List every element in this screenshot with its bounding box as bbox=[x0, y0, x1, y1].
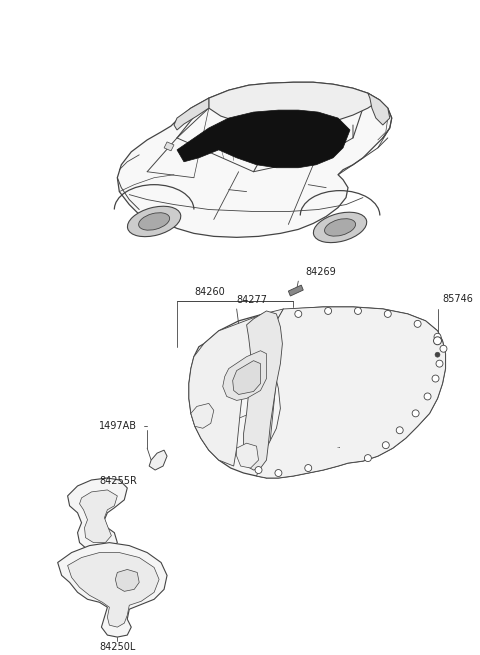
Polygon shape bbox=[191, 403, 214, 428]
Circle shape bbox=[434, 333, 441, 340]
Polygon shape bbox=[58, 542, 167, 637]
Text: 85746: 85746 bbox=[443, 294, 473, 304]
Circle shape bbox=[354, 307, 361, 314]
Text: 84260: 84260 bbox=[194, 287, 225, 297]
Text: 84269: 84269 bbox=[305, 267, 336, 277]
Polygon shape bbox=[223, 350, 266, 400]
Polygon shape bbox=[68, 478, 127, 553]
Polygon shape bbox=[368, 93, 390, 125]
Circle shape bbox=[305, 464, 312, 472]
Ellipse shape bbox=[128, 206, 181, 236]
Circle shape bbox=[324, 307, 332, 314]
Text: ..: .. bbox=[336, 443, 340, 449]
Text: 1497AB: 1497AB bbox=[99, 421, 137, 431]
Polygon shape bbox=[209, 83, 380, 127]
Polygon shape bbox=[149, 450, 167, 470]
Polygon shape bbox=[174, 98, 209, 130]
Text: 84250L: 84250L bbox=[99, 642, 135, 652]
Circle shape bbox=[436, 360, 443, 367]
Circle shape bbox=[255, 466, 262, 474]
Polygon shape bbox=[288, 285, 303, 296]
Circle shape bbox=[432, 375, 439, 382]
Circle shape bbox=[295, 310, 302, 318]
Polygon shape bbox=[256, 307, 445, 478]
Circle shape bbox=[440, 345, 447, 352]
Circle shape bbox=[396, 427, 403, 434]
Polygon shape bbox=[68, 553, 159, 627]
Polygon shape bbox=[164, 142, 174, 151]
Ellipse shape bbox=[324, 219, 356, 236]
Circle shape bbox=[384, 310, 391, 318]
Text: 84255R: 84255R bbox=[99, 476, 137, 486]
Text: 84277: 84277 bbox=[237, 295, 268, 305]
Polygon shape bbox=[233, 361, 261, 394]
Polygon shape bbox=[237, 443, 259, 468]
Circle shape bbox=[275, 470, 282, 476]
Circle shape bbox=[364, 455, 372, 462]
Circle shape bbox=[414, 320, 421, 328]
Ellipse shape bbox=[313, 212, 367, 242]
Polygon shape bbox=[189, 307, 445, 478]
Circle shape bbox=[382, 441, 389, 449]
Circle shape bbox=[412, 410, 419, 417]
Polygon shape bbox=[80, 490, 117, 542]
Polygon shape bbox=[117, 83, 392, 237]
Polygon shape bbox=[115, 569, 139, 591]
Ellipse shape bbox=[139, 213, 169, 230]
Circle shape bbox=[424, 393, 431, 400]
Circle shape bbox=[435, 352, 440, 357]
Polygon shape bbox=[189, 309, 283, 466]
Circle shape bbox=[433, 337, 442, 345]
Polygon shape bbox=[177, 110, 350, 168]
Polygon shape bbox=[244, 311, 282, 470]
